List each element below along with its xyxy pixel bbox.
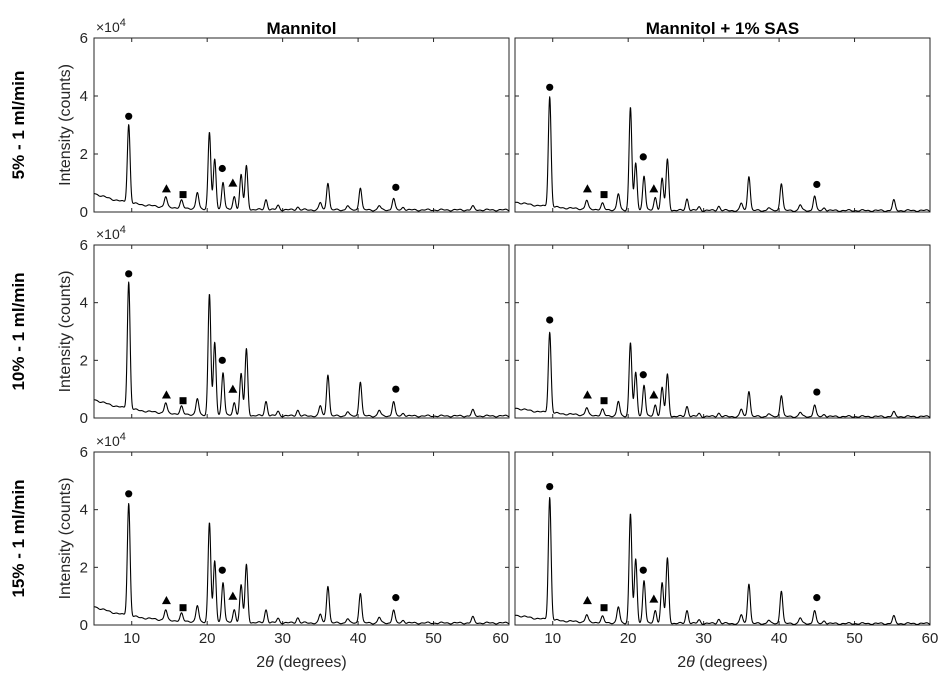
panel-0-0: 0 2 4 6 ×104 Intensity (counts) xyxy=(57,17,510,221)
xrd-trace xyxy=(93,124,510,212)
x-tick-label: 20 xyxy=(620,630,637,647)
triangle-marker xyxy=(161,184,171,193)
xrd-trace xyxy=(93,281,510,418)
circle-marker xyxy=(125,112,133,120)
row-title-2: 15% - 1 ml/min xyxy=(9,479,28,597)
circle-marker xyxy=(392,594,400,602)
x-tick-label: 30 xyxy=(274,630,291,647)
y-tick-label: 0 xyxy=(80,204,88,221)
circle-marker xyxy=(218,164,226,173)
circle-marker xyxy=(813,388,821,396)
square-marker xyxy=(179,191,187,199)
triangle-marker xyxy=(228,178,238,187)
circle-marker xyxy=(639,371,647,379)
square-marker xyxy=(600,191,608,199)
x-tick-label: 10 xyxy=(544,630,561,647)
triangle-marker xyxy=(649,184,659,193)
figure-titles: Mannitol Mannitol + 1% SAS 5% - 1 ml/min 10… xyxy=(9,19,799,598)
axes-box xyxy=(93,244,510,419)
triangle-marker xyxy=(649,594,659,603)
panel-1-0: 0 2 4 6 ×104 Intensity (counts) xyxy=(57,224,510,427)
x-axis-label: 2θ (degrees) xyxy=(256,654,347,671)
x-tick-label: 10 xyxy=(123,630,140,647)
y-exponent-label: ×104 xyxy=(96,17,126,35)
y-axis-label: Intensity (counts) xyxy=(57,478,74,600)
x-tick-label: 40 xyxy=(350,630,367,647)
square-marker xyxy=(600,397,608,405)
triangle-marker xyxy=(582,390,592,399)
x-tick-label: 50 xyxy=(846,630,863,647)
y-tick-label: 2 xyxy=(80,146,88,163)
x-tick-label: 60 xyxy=(922,630,939,647)
y-tick-label: 4 xyxy=(80,502,88,519)
circle-marker xyxy=(813,180,821,189)
triangle-marker xyxy=(161,595,171,605)
x-tick-label: 60 xyxy=(492,630,509,647)
circle-marker xyxy=(125,490,133,498)
column-title-1: Mannitol + 1% SAS xyxy=(646,19,800,38)
circle-marker xyxy=(639,566,647,574)
square-marker xyxy=(179,604,187,612)
x-tick-label: 30 xyxy=(695,630,712,647)
circle-marker xyxy=(546,83,554,91)
triangle-marker xyxy=(228,384,238,393)
circle-marker xyxy=(125,270,133,278)
y-tick-label: 6 xyxy=(80,444,88,461)
y-tick-label: 0 xyxy=(80,410,88,427)
axes-box xyxy=(514,37,931,213)
y-exponent-label: ×104 xyxy=(96,224,126,242)
triangle-marker xyxy=(228,591,238,600)
y-tick-label: 2 xyxy=(80,559,88,576)
axes-box xyxy=(93,451,510,626)
panel-0-1 xyxy=(514,37,931,213)
panel-1-1 xyxy=(514,244,931,419)
x-tick-label: 20 xyxy=(199,630,216,647)
column-title-0: Mannitol xyxy=(267,19,337,38)
circle-marker xyxy=(546,483,554,491)
panel-2-0: 10 20 30 40 50 60 0 2 4 6 ×104 Intensity (counts) 2θ… xyxy=(57,431,510,671)
xrd-trace xyxy=(93,502,510,625)
axes-box xyxy=(93,37,510,213)
x-tick-label: 40 xyxy=(771,630,788,647)
x-tick-label: 50 xyxy=(425,630,442,647)
square-marker xyxy=(600,604,608,612)
circle-marker xyxy=(639,153,647,161)
circle-marker xyxy=(392,385,400,393)
panel-grid: 0 2 4 6 ×104 Intensity (counts) 0 2 4 6 ×104 Intens… xyxy=(57,17,938,671)
row-title-1: 10% - 1 ml/min xyxy=(9,272,28,390)
circle-marker xyxy=(218,566,226,574)
y-exponent-label: ×104 xyxy=(96,431,126,449)
y-tick-label: 6 xyxy=(80,30,88,47)
y-tick-label: 4 xyxy=(80,88,88,105)
triangle-marker xyxy=(161,390,171,399)
axes-box xyxy=(514,451,931,626)
triangle-marker xyxy=(649,390,659,399)
y-axis-label: Intensity (counts) xyxy=(57,271,74,393)
xrd-trace xyxy=(514,331,931,418)
xrd-trace xyxy=(514,496,931,625)
square-marker xyxy=(179,397,187,405)
row-title-0: 5% - 1 ml/min xyxy=(9,71,28,180)
xrd-trace xyxy=(514,96,931,212)
y-tick-label: 6 xyxy=(80,237,88,254)
y-axis-label: Intensity (counts) xyxy=(57,64,74,186)
panel-2-1: 10 20 30 40 50 60 2θ (degrees) xyxy=(514,451,939,671)
x-axis-label: 2θ (degrees) xyxy=(677,654,768,671)
circle-marker xyxy=(813,594,821,602)
triangle-marker xyxy=(582,595,592,605)
axes-box xyxy=(514,244,931,419)
y-tick-label: 0 xyxy=(80,617,88,634)
y-tick-label: 2 xyxy=(80,352,88,369)
triangle-marker xyxy=(582,184,592,193)
circle-marker xyxy=(218,356,226,364)
circle-marker xyxy=(546,316,554,324)
circle-marker xyxy=(392,183,400,191)
y-tick-label: 4 xyxy=(80,295,88,312)
